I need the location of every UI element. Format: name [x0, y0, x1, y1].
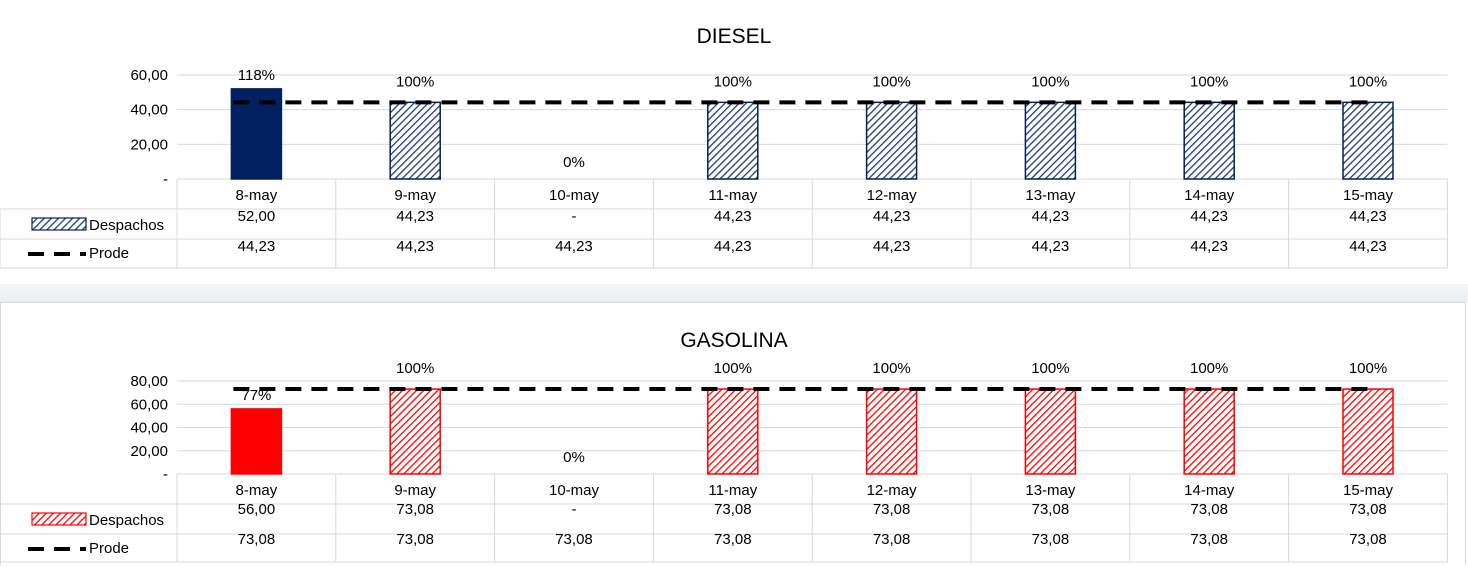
gasolina-chart-title: GASOLINA [680, 329, 787, 352]
gasolina-despachos-legend-swatch [31, 512, 87, 526]
gasolina-ytick-label: 60,00 [130, 396, 168, 413]
diesel-prode-value: 44,23 [1190, 238, 1228, 255]
gasolina-category-label: 11-may [708, 482, 757, 499]
diesel-despachos-value: 44,23 [873, 208, 911, 225]
gasolina-category-label: 10-may [549, 482, 600, 499]
gasolina-prode-value: 73,08 [555, 531, 593, 548]
gasolina-prode-value: 73,08 [1349, 531, 1387, 548]
gasolina-prode-value: 73,08 [1190, 531, 1228, 548]
gasolina-data-label: 100% [714, 360, 752, 377]
diesel-ytick-label: 60,00 [130, 67, 168, 84]
diesel-ytick-label: - [163, 171, 168, 188]
diesel-despachos-legend-label: Despachos [89, 217, 164, 234]
gasolina-data-label: 100% [1190, 360, 1228, 377]
diesel-category-label: 11-may [708, 187, 757, 204]
panel-separator [0, 284, 1468, 302]
diesel-data-label: 100% [872, 73, 910, 90]
diesel-data-label: 100% [396, 73, 434, 90]
gasolina-category-label: 12-may [867, 482, 918, 499]
gasolina-bar [1024, 388, 1077, 475]
diesel-prode-value: 44,23 [1032, 238, 1070, 255]
gasolina-despachos-value: 73,08 [714, 501, 752, 518]
diesel-data-label: 0% [563, 154, 585, 171]
gasolina-panel-frame [0, 302, 1466, 565]
gasolina-despachos-value: 73,08 [396, 501, 434, 518]
gasolina-category-label: 8-may [236, 482, 278, 499]
diesel-despachos-legend-swatch [31, 217, 87, 231]
diesel-prode-value: 44,23 [555, 238, 593, 255]
diesel-data-label: 118% [238, 67, 275, 84]
gasolina-prode-value: 73,08 [396, 531, 434, 548]
diesel-despachos-value: 44,23 [714, 208, 752, 225]
diesel-prode-value: 44,23 [1349, 238, 1387, 255]
gasolina-data-label: 77% [241, 387, 271, 404]
gasolina-data-label: 100% [1349, 360, 1387, 377]
diesel-bar [1024, 101, 1077, 180]
diesel-data-label: 100% [1190, 73, 1228, 90]
gasolina-category-label: 14-may [1184, 482, 1235, 499]
gasolina-category-label: 9-may [394, 482, 436, 499]
diesel-category-label: 10-may [549, 187, 600, 204]
diesel-chart: DIESEL 60,00 40,00 20,00 - 8-may 118% 52,00 44,2… [0, 25, 1448, 269]
diesel-bar [389, 101, 441, 180]
gasolina-prode-value: 73,08 [1032, 531, 1070, 548]
gasolina-bar [707, 388, 759, 475]
diesel-category-label: 15-may [1343, 187, 1394, 204]
diesel-bar [707, 101, 759, 180]
diesel-prode-value: 44,23 [873, 238, 911, 255]
gasolina-despachos-value: - [572, 501, 577, 518]
diesel-despachos-value: 44,23 [396, 208, 434, 225]
diesel-despachos-value: 44,23 [1032, 208, 1070, 225]
gasolina-bar [1342, 388, 1394, 475]
diesel-category-label: 13-may [1025, 187, 1076, 204]
diesel-despachos-value: 52,00 [238, 208, 276, 225]
diesel-prode-value: 44,23 [238, 238, 276, 255]
gasolina-ytick-label: - [163, 466, 168, 483]
diesel-chart-title: DIESEL [697, 25, 772, 48]
diesel-despachos-value: - [572, 208, 577, 225]
diesel-ytick-label: 40,00 [130, 102, 168, 119]
gasolina-prode-value: 73,08 [238, 531, 276, 548]
gasolina-bar [865, 388, 918, 475]
gasolina-despachos-value: 73,08 [873, 501, 911, 518]
gasolina-bar [389, 388, 441, 475]
gasolina-ytick-label: 40,00 [130, 420, 168, 437]
gasolina-prode-legend-label: Prode [89, 540, 129, 557]
diesel-prode-value: 44,23 [714, 238, 752, 255]
gasolina-despachos-value: 56,00 [238, 501, 276, 518]
diesel-data-label: 100% [1031, 73, 1069, 90]
diesel-category-label: 14-may [1184, 187, 1235, 204]
gasolina-despachos-value: 73,08 [1032, 501, 1070, 518]
gasolina-bar [1183, 388, 1235, 475]
gasolina-data-label: 100% [396, 360, 434, 377]
diesel-category-label: 12-may [867, 187, 918, 204]
diesel-despachos-value: 44,23 [1190, 208, 1228, 225]
gasolina-ytick-label: 20,00 [130, 443, 168, 460]
gasolina-bar [230, 408, 283, 475]
gasolina-prode-value: 73,08 [714, 531, 752, 548]
diesel-category-label: 8-may [236, 187, 278, 204]
gasolina-despachos-value: 73,08 [1349, 501, 1387, 518]
diesel-category-label: 9-may [394, 187, 436, 204]
diesel-ytick-label: 20,00 [130, 136, 168, 153]
diesel-prode-legend-label: Prode [89, 245, 129, 262]
diesel-data-label: 100% [714, 73, 752, 90]
gasolina-data-label: 0% [563, 449, 585, 466]
diesel-despachos-value: 44,23 [1349, 208, 1387, 225]
diesel-bar [1183, 101, 1235, 180]
gasolina-data-label: 100% [872, 360, 910, 377]
gasolina-chart: GASOLINA 80,00 60,00 40,00 20,00 - 8-may 77% 56,… [0, 329, 1448, 563]
gasolina-data-label: 100% [1031, 360, 1069, 377]
gasolina-prode-value: 73,08 [873, 531, 911, 548]
gasolina-ytick-label: 80,00 [130, 373, 168, 390]
gasolina-category-label: 15-may [1343, 482, 1394, 499]
diesel-bar [865, 101, 918, 180]
diesel-prode-value: 44,23 [396, 238, 434, 255]
diesel-data-label: 100% [1349, 73, 1387, 90]
gasolina-despachos-value: 73,08 [1190, 501, 1228, 518]
gasolina-despachos-legend-label: Despachos [89, 512, 164, 529]
diesel-bar [1342, 101, 1394, 180]
gasolina-category-label: 13-may [1025, 482, 1076, 499]
